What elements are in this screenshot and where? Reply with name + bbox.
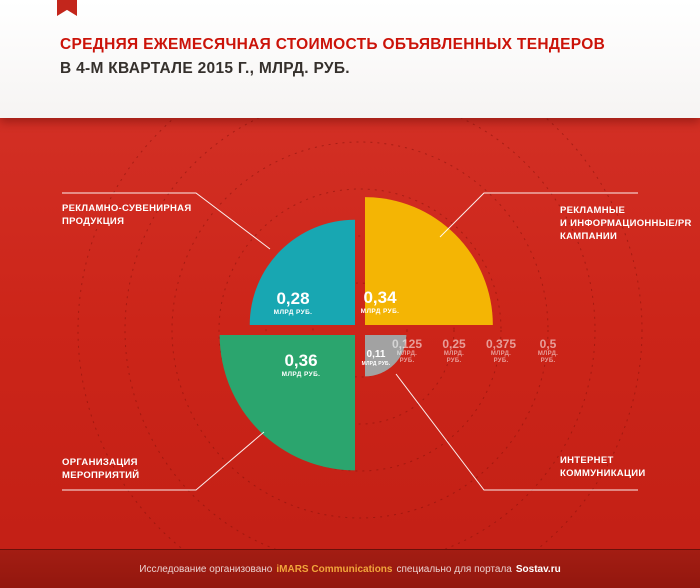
callout-text-line: ИНТЕРНЕТ [560,455,614,466]
callout-lines [62,192,638,491]
callout-line-bottom-left [62,431,265,491]
page-title-line-2: В 4-М КВАРТАЛЕ 2015 Г., МЛРД. РУБ. [60,60,350,77]
footer-text-middle: специально для портала [396,563,512,575]
callout-text-line: КОММУНИКАЦИИ [560,468,646,479]
callout-label-bottom-left: ОРГАНИЗАЦИЯ МЕРОПРИЯТИЙ [62,456,139,482]
grid-circle [312,282,408,378]
segment-value-number: 0,11 [366,349,386,360]
callout-text-line: И ИНФОРМАЦИОННЫЕ/PR [560,218,692,229]
callout-text-line: ОРГАНИЗАЦИЯ [62,457,138,468]
segment-value-events: 0,36 МЛРД РУБ. [281,351,321,379]
callout-line-top-right [439,192,638,238]
segment-value-unit: МЛРД РУБ. [360,308,400,315]
grid-circle [218,188,502,472]
segment-events [219,335,355,471]
callout-label-top-left: РЕКЛАМНО-СУВЕНИРНАЯ ПРОДУКЦИЯ [62,202,191,228]
segment-value-number: 0,28 [276,289,310,308]
grid-circle [265,235,455,425]
segment-internet [365,335,407,377]
ribbon-bookmark-icon [57,0,77,16]
grid-circles [77,118,643,550]
footer-brand: iMARS Communications [276,563,393,575]
callout-label-top-right: РЕКЛАМНЫЕ И ИНФОРМАЦИОННЫЕ/PR КАМПАНИИ [560,204,692,243]
callout-label-bottom-right: ИНТЕРНЕТ КОММУНИКАЦИИ [560,454,645,480]
page-title-line-1: СРЕДНЯЯ ЕЖЕМЕСЯЧНАЯ СТОИМОСТЬ ОБЪЯВЛЕННЫ… [60,36,606,53]
segment-value-number: 0,36 [284,351,318,370]
segment-pr [365,197,493,325]
footer-site-link: Sostav.ru [515,563,561,575]
segment-value-promo: 0,28 МЛРД РУБ. [273,289,313,317]
footer: Исследование организовано iMARS Communic… [0,549,700,588]
segment-promo [249,219,355,325]
segment-value-unit: МЛРД РУБ. [273,309,313,316]
callout-text-line: КАМПАНИИ [560,231,618,242]
callout-text-line: ПРОДУКЦИЯ [62,216,125,227]
callout-line-bottom-right [395,373,638,491]
callout-text-line: РЕКЛАМНО-СУВЕНИРНАЯ [62,203,192,214]
callout-line-top-left [62,192,271,250]
header: СРЕДНЯЯ ЕЖЕМЕСЯЧНАЯ СТОИМОСТЬ ОБЪЯВЛЕННЫ… [0,0,700,118]
rose-chart-svg [62,118,643,550]
callout-text-line: РЕКЛАМНЫЕ [560,205,626,216]
callout-text-line: МЕРОПРИЯТИЙ [62,470,140,481]
grid-circle [124,118,596,550]
footer-text-prefix: Исследование организовано [139,563,273,575]
segment-value-number: 0,34 [363,288,397,307]
grid-circle [77,118,643,550]
segment-value-unit: МЛРД РУБ. [361,361,391,367]
grid-circle [171,141,549,519]
segment-value-internet: 0,11 МЛРД РУБ. [362,349,391,367]
segments [219,197,493,471]
segment-value-pr: 0,34 МЛРД РУБ. [360,288,400,316]
chart-area: РЕКЛАМНО-СУВЕНИРНАЯ ПРОДУКЦИЯ РЕКЛАМНЫЕ … [0,118,700,550]
segment-value-unit: МЛРД РУБ. [281,371,321,378]
